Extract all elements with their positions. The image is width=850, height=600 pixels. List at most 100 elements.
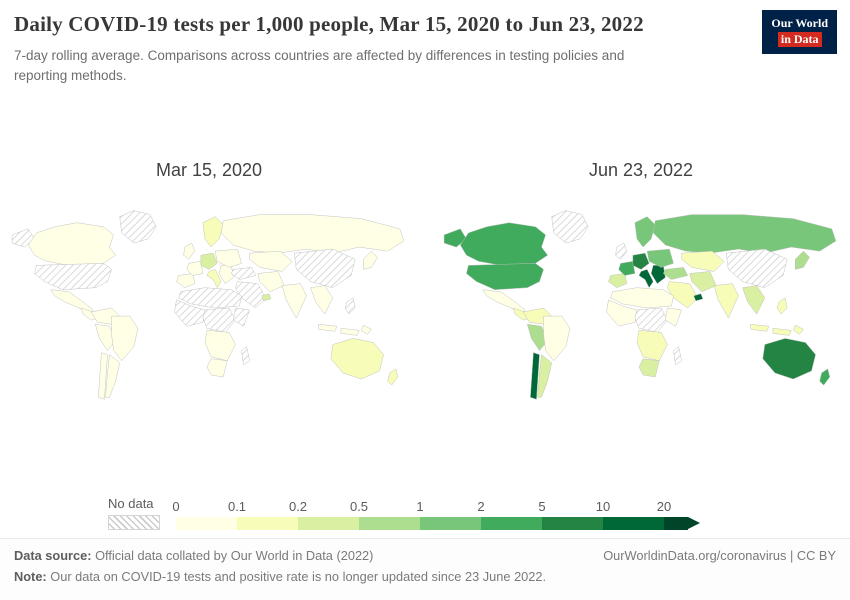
- region-usa[interactable]: [34, 263, 112, 290]
- region-philippines[interactable]: [776, 297, 788, 315]
- region-turkey[interactable]: [663, 267, 689, 280]
- region-alaska[interactable]: [11, 228, 35, 248]
- region-australia[interactable]: [762, 338, 816, 380]
- region-scandinavia[interactable]: [634, 216, 656, 248]
- legend-tick-2: 2: [477, 499, 485, 514]
- region-south-africa[interactable]: [206, 358, 228, 378]
- owid-logo-line1: Our World: [771, 16, 828, 30]
- region-east-africa[interactable]: [665, 307, 682, 327]
- region-madagascar[interactable]: [241, 346, 250, 366]
- region-uae[interactable]: [261, 293, 272, 302]
- region-china[interactable]: [294, 248, 356, 288]
- legend-arrow-rect: [664, 517, 688, 530]
- region-southern-africa[interactable]: [636, 330, 668, 362]
- region-chile[interactable]: [530, 352, 540, 400]
- owid-coronavirus-link[interactable]: OurWorldinData.org/coronavirus | CC BY: [603, 548, 836, 563]
- region-india[interactable]: [281, 283, 307, 319]
- region-argentina[interactable]: [537, 354, 552, 398]
- region-central-europe[interactable]: [632, 252, 650, 270]
- region-greenland[interactable]: [551, 210, 589, 244]
- data-source-line: Data source: Official data collated by O…: [14, 548, 373, 563]
- region-kazakhstan[interactable]: [681, 250, 725, 272]
- region-uae[interactable]: [693, 293, 704, 302]
- legend-no-data: No data: [108, 496, 160, 530]
- region-greenland[interactable]: [119, 210, 157, 244]
- region-brazil[interactable]: [111, 315, 139, 362]
- region-southeast-asia[interactable]: [742, 285, 766, 315]
- region-indonesia[interactable]: [318, 323, 372, 336]
- region-iberia[interactable]: [176, 273, 196, 288]
- legend-segment-7: [603, 517, 664, 530]
- owid-logo: Our World in Data: [762, 10, 837, 55]
- region-eastern-europe[interactable]: [646, 248, 674, 268]
- region-south-africa[interactable]: [638, 358, 660, 378]
- region-canada[interactable]: [460, 222, 548, 266]
- legend-tick-0.2: 0.2: [288, 499, 308, 514]
- region-japan[interactable]: [795, 250, 810, 270]
- region-chile[interactable]: [98, 352, 108, 400]
- region-peru[interactable]: [527, 323, 548, 352]
- region-balkans[interactable]: [218, 265, 234, 284]
- region-indonesia[interactable]: [750, 323, 804, 336]
- region-argentina[interactable]: [105, 354, 120, 398]
- region-usa[interactable]: [466, 263, 544, 290]
- legend-scale: 0 0.1 0.2 0.5 1 2 5 10 20: [172, 499, 700, 530]
- region-japan[interactable]: [363, 250, 378, 270]
- region-scandinavia[interactable]: [202, 216, 224, 248]
- region-russia[interactable]: [220, 214, 405, 254]
- region-north-africa[interactable]: [610, 287, 674, 309]
- region-central-america[interactable]: [512, 307, 530, 321]
- region-iberia[interactable]: [608, 273, 628, 288]
- map-panel-2022: [438, 194, 844, 424]
- region-uk[interactable]: [183, 242, 196, 260]
- region-iran[interactable]: [257, 271, 285, 293]
- region-kazakhstan[interactable]: [249, 250, 293, 272]
- region-north-africa[interactable]: [178, 287, 242, 309]
- map-date-label-2020: Mar 15, 2020: [155, 160, 263, 180]
- legend-tick-0: 0: [172, 499, 180, 514]
- region-china[interactable]: [726, 248, 788, 288]
- legend-segment-2: [298, 517, 359, 530]
- region-eastern-europe[interactable]: [214, 248, 242, 268]
- region-central-africa[interactable]: [634, 307, 668, 333]
- region-uk[interactable]: [615, 242, 628, 260]
- data-source-label: Data source:: [14, 548, 92, 563]
- region-new-zealand[interactable]: [819, 368, 831, 386]
- region-west-africa[interactable]: [174, 299, 206, 327]
- region-india[interactable]: [713, 283, 739, 319]
- legend-no-data-label: No data: [108, 496, 154, 511]
- region-east-africa[interactable]: [233, 307, 250, 327]
- legend-tick-20: 20: [656, 499, 672, 514]
- region-central-america[interactable]: [80, 307, 98, 321]
- region-balkans[interactable]: [650, 265, 666, 284]
- region-central-africa[interactable]: [202, 307, 236, 333]
- legend-segment-6: [542, 517, 603, 530]
- legend-ticks: 0 0.1 0.2 0.5 1 2 5 10 20: [172, 499, 688, 517]
- region-southern-africa[interactable]: [204, 330, 236, 362]
- region-brazil[interactable]: [543, 315, 571, 362]
- chart-title: Daily COVID-19 tests per 1,000 people, M…: [14, 12, 644, 36]
- region-southeast-asia[interactable]: [310, 285, 334, 315]
- region-peru[interactable]: [95, 323, 116, 352]
- region-alaska[interactable]: [443, 228, 467, 248]
- region-canada[interactable]: [28, 222, 116, 266]
- region-west-africa[interactable]: [606, 299, 638, 327]
- region-central-europe[interactable]: [200, 252, 218, 270]
- footer-note-text: Our data on COVID-19 tests and positive …: [46, 569, 547, 584]
- region-france[interactable]: [618, 261, 636, 276]
- region-turkey[interactable]: [231, 267, 257, 280]
- legend-bar: [176, 517, 700, 530]
- region-italy[interactable]: [206, 269, 222, 289]
- region-philippines[interactable]: [344, 297, 356, 315]
- region-new-zealand[interactable]: [387, 368, 399, 386]
- region-saudi-arabia[interactable]: [667, 281, 699, 309]
- region-russia[interactable]: [652, 214, 837, 254]
- region-saudi-arabia[interactable]: [235, 281, 267, 309]
- region-iran[interactable]: [689, 271, 717, 293]
- region-italy[interactable]: [638, 269, 654, 289]
- region-france[interactable]: [186, 261, 204, 276]
- region-madagascar[interactable]: [673, 346, 682, 366]
- legend-tick-10: 10: [595, 499, 611, 514]
- region-australia[interactable]: [330, 338, 384, 380]
